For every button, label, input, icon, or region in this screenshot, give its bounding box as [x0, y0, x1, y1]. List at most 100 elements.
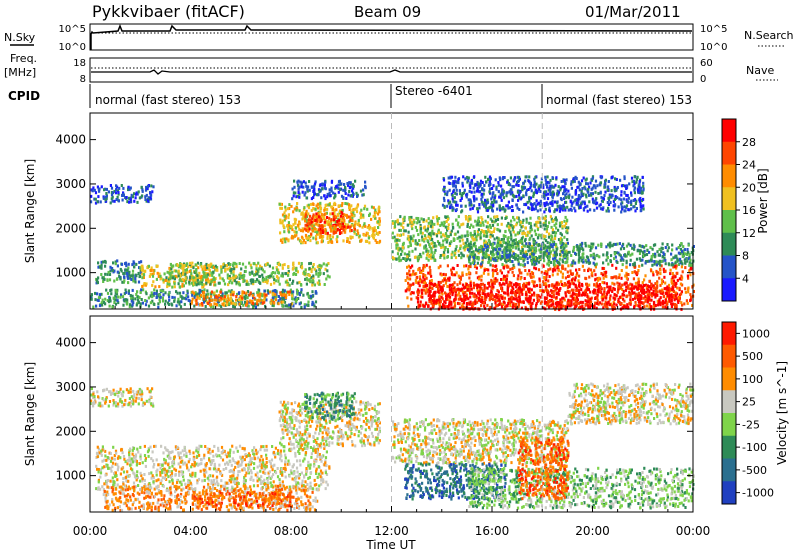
power-cell [182, 272, 185, 276]
power-cell [241, 293, 244, 297]
power-cell [177, 274, 180, 278]
power-cell [311, 226, 314, 230]
power-cell [637, 304, 640, 308]
power-cell [424, 284, 427, 288]
power-cell [254, 302, 257, 306]
power-cell [92, 305, 95, 309]
power-cell [118, 274, 121, 278]
power-cell [452, 226, 455, 230]
power-cell [622, 289, 625, 293]
power-cell [261, 268, 264, 272]
power-cell [627, 252, 630, 256]
power-cell [546, 293, 549, 297]
power-cell [182, 269, 185, 273]
power-cell [324, 218, 327, 222]
power-cell [637, 277, 640, 281]
power-cell [291, 267, 294, 271]
power-cell [598, 301, 601, 305]
power-cell [306, 189, 309, 193]
power-cell [346, 240, 349, 243]
power-cell [422, 251, 425, 255]
power-cell [493, 237, 496, 241]
power-cell [441, 305, 444, 309]
power-cell [475, 238, 478, 242]
power-cell [195, 298, 198, 302]
nsky-tick-left-top: 10^5 [59, 24, 86, 35]
power-cell [529, 216, 532, 220]
power-cell [478, 275, 481, 279]
power-cell [406, 272, 409, 276]
power-cell [584, 244, 587, 248]
power-cell [490, 230, 493, 234]
power-cell [114, 288, 117, 292]
power-cell [239, 272, 242, 276]
power-cell [228, 281, 231, 285]
power-cell [538, 279, 541, 283]
power-cell [160, 276, 163, 280]
power-cell [427, 288, 430, 292]
power-cell [419, 243, 422, 247]
power-cell [277, 263, 280, 266]
power-cell [220, 270, 223, 274]
power-cell [295, 298, 298, 301]
power-cell [212, 270, 215, 274]
power-cell [129, 274, 133, 278]
power-cell [496, 296, 499, 299]
power-cell [543, 252, 546, 255]
power-cell [373, 216, 377, 220]
power-cell [417, 288, 420, 292]
power-cell [607, 290, 610, 294]
power-cell [589, 253, 592, 257]
power-cell [90, 200, 93, 204]
power-cell [331, 235, 334, 239]
power-cell [248, 293, 251, 297]
power-cell [446, 217, 449, 221]
power-cell [350, 213, 353, 217]
power-cell [426, 229, 429, 233]
power-cell [192, 291, 196, 295]
power-cell [244, 301, 247, 305]
power-cell [129, 276, 132, 280]
power-cell [582, 252, 585, 256]
power-cell [348, 240, 351, 244]
power-cell [457, 301, 460, 305]
power-cell [422, 266, 425, 270]
power-cell [686, 274, 689, 278]
power-cell [288, 203, 291, 207]
power-cell [466, 239, 469, 243]
power-cell [101, 303, 104, 307]
power-cell [506, 237, 509, 241]
power-cell [283, 289, 286, 293]
power-cell [472, 238, 475, 242]
power-cell [141, 301, 144, 305]
nsky-label: N.Sky [4, 31, 36, 44]
power-cell [274, 271, 277, 275]
power-cell [164, 299, 167, 303]
power-cell [524, 293, 528, 296]
power-cell [316, 193, 319, 197]
power-cell [609, 285, 612, 289]
power-cell [348, 185, 352, 189]
power-cell [273, 278, 276, 281]
power-cell [482, 292, 485, 295]
power-cell [554, 231, 558, 235]
power-cell [574, 285, 577, 289]
power-cell [502, 300, 505, 304]
power-cell [406, 257, 409, 261]
power-cell [524, 226, 527, 230]
power-cell [586, 293, 589, 297]
power-cell [443, 256, 446, 260]
power-cell [323, 183, 326, 187]
power-cell [531, 249, 534, 253]
power-cell [261, 294, 264, 298]
power-cell [312, 274, 315, 278]
power-cell [576, 293, 580, 297]
power-cell [317, 206, 320, 210]
power-cell [277, 279, 280, 283]
power-cell [605, 258, 608, 262]
freq-label-1: Freq. [10, 52, 37, 65]
power-cell [234, 302, 237, 306]
power-cell [474, 302, 477, 306]
power-cell [315, 237, 318, 241]
power-cell [361, 193, 364, 197]
